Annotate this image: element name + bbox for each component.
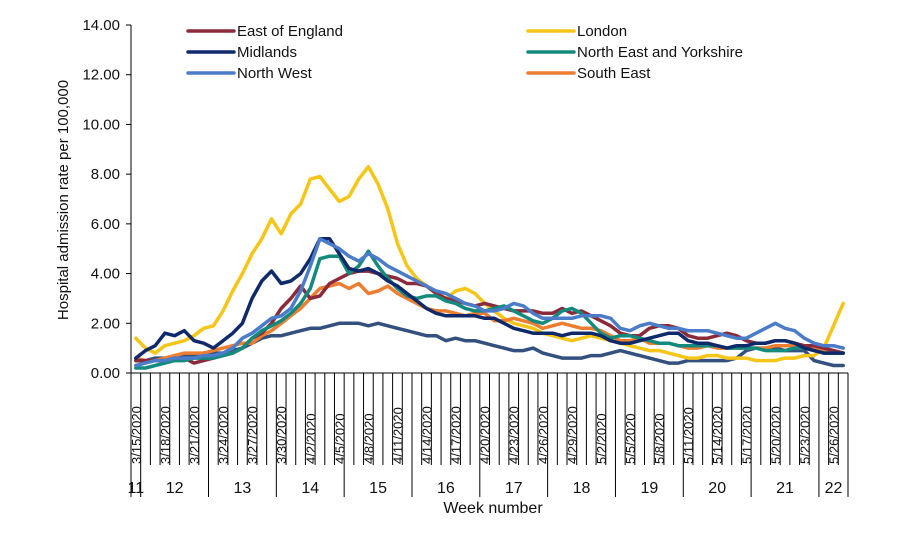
series-line-london bbox=[134, 164, 845, 363]
x-tick-label: 5/14/2020 bbox=[710, 406, 725, 464]
series-line-north-west bbox=[134, 237, 845, 368]
week-label: 14 bbox=[301, 480, 319, 497]
y-axis-title: Hospital admission rate per 100,000 bbox=[55, 80, 72, 320]
y-tick-label: 0.00 bbox=[91, 365, 120, 382]
week-label: 17 bbox=[505, 480, 523, 497]
legend-label: North East and Yorkshire bbox=[577, 44, 743, 61]
y-tick-label: 10.00 bbox=[82, 116, 120, 133]
x-tick-label: 4/11/2020 bbox=[390, 407, 405, 464]
week-label: 18 bbox=[573, 480, 591, 497]
x-tick-label: 4/14/2020 bbox=[420, 406, 435, 464]
week-label: 21 bbox=[776, 480, 794, 497]
week-label: 11 bbox=[128, 480, 145, 497]
x-tick-label: 5/23/2020 bbox=[797, 406, 812, 464]
series-line-midlands bbox=[134, 237, 845, 360]
y-tick-label: 2.00 bbox=[91, 315, 120, 332]
x-tick-label: 4/29/2020 bbox=[565, 406, 580, 464]
x-tick-label: 4/17/2020 bbox=[449, 406, 464, 464]
x-tick-label: 5/5/2020 bbox=[623, 413, 638, 464]
legend-label: North West bbox=[237, 65, 313, 82]
x-axis: 3/15/2020 3/18/2020 3/21/2020 3/24/2020 3/27… bbox=[128, 372, 849, 497]
x-tick-label: 3/27/2020 bbox=[245, 406, 260, 464]
x-tick-label: 4/23/2020 bbox=[507, 406, 522, 464]
week-label: 12 bbox=[166, 480, 184, 497]
x-tick-label: 4/5/2020 bbox=[332, 413, 347, 464]
week-label: 20 bbox=[708, 480, 726, 497]
legend: East of England London Midlands North East … bbox=[186, 23, 743, 82]
legend-label: Midlands bbox=[237, 44, 297, 61]
week-label: 16 bbox=[437, 480, 455, 497]
x-tick-label: 3/18/2020 bbox=[158, 406, 173, 464]
y-tick-label: 14.00 bbox=[82, 17, 120, 34]
legend-label: South East bbox=[577, 65, 651, 82]
x-tick-label: 5/8/2020 bbox=[652, 413, 667, 464]
week-label: 22 bbox=[825, 480, 843, 497]
x-tick-label: 3/24/2020 bbox=[216, 406, 231, 464]
y-tick-label: 6.00 bbox=[91, 216, 120, 233]
y-tick-label: 4.00 bbox=[91, 266, 120, 283]
legend-label: East of England bbox=[237, 23, 343, 40]
x-tick-label: 5/2/2020 bbox=[594, 413, 609, 464]
x-tick-label: 3/30/2020 bbox=[274, 406, 289, 464]
x-tick-label: 3/21/2020 bbox=[187, 406, 202, 464]
x-tick-label: 5/20/2020 bbox=[768, 406, 783, 464]
x-tick-label: 4/2/2020 bbox=[303, 413, 318, 464]
x-tick-label: 5/11/2020 bbox=[681, 407, 696, 464]
y-axis: 0.00 2.00 4.00 6.00 8.00 10.00 12.00 14.00 bbox=[82, 17, 132, 382]
x-tick-label: 4/26/2020 bbox=[536, 406, 551, 464]
x-tick-label: 5/17/2020 bbox=[739, 406, 754, 464]
week-label: 13 bbox=[234, 480, 252, 497]
y-tick-label: 8.00 bbox=[91, 166, 120, 183]
legend-label: London bbox=[577, 23, 627, 40]
series-lines bbox=[134, 164, 845, 370]
x-tick-label: 3/15/2020 bbox=[129, 406, 144, 464]
x-axis-title: Week number bbox=[443, 500, 543, 517]
y-tick-label: 12.00 bbox=[82, 67, 120, 84]
x-tick-label: 4/8/2020 bbox=[361, 413, 376, 464]
x-tick-label: 5/26/2020 bbox=[826, 406, 841, 464]
week-label: 19 bbox=[640, 480, 658, 497]
x-tick-label: 4/20/2020 bbox=[478, 406, 493, 464]
week-label: 15 bbox=[369, 480, 387, 497]
